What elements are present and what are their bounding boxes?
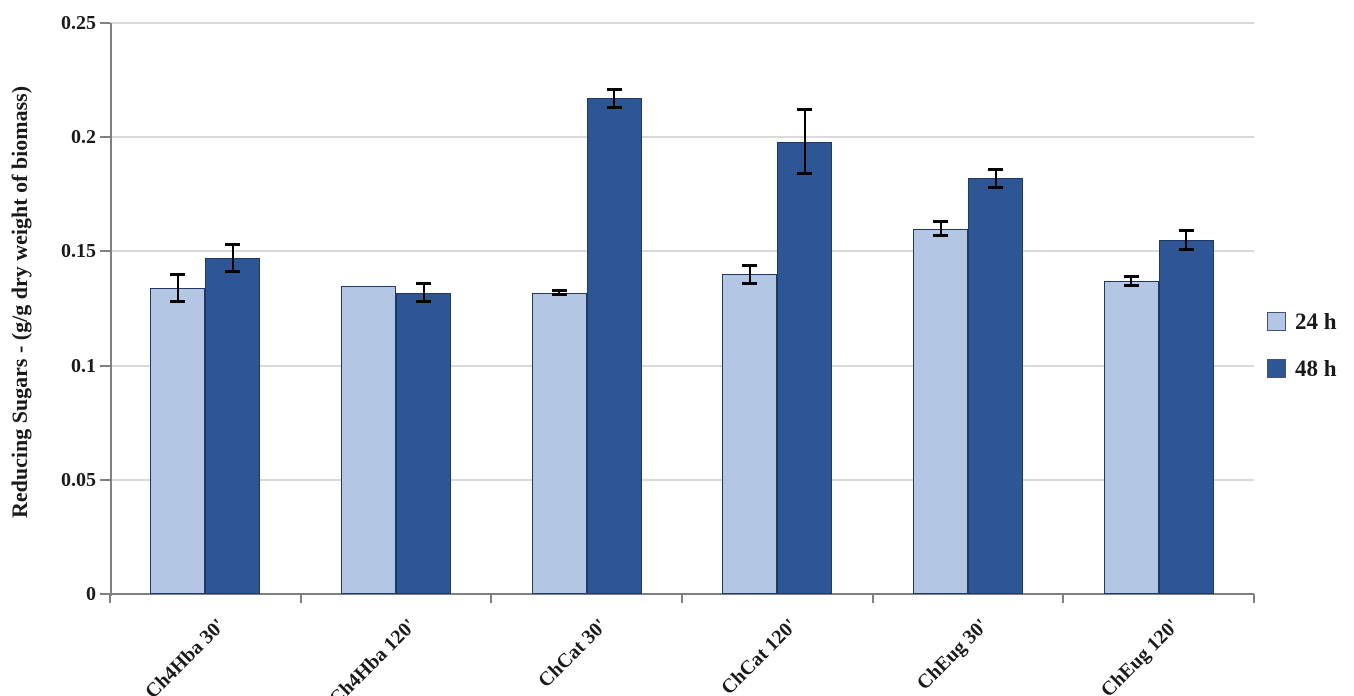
legend-entry-48h: 48 h bbox=[1267, 357, 1337, 380]
x-axis-tick bbox=[1062, 594, 1065, 603]
error-bar-cap-top bbox=[933, 220, 948, 224]
x-axis-tick bbox=[871, 594, 874, 603]
error-bar-line bbox=[994, 169, 997, 188]
error-bar-cap-top bbox=[416, 281, 431, 285]
y-tick-label: 0.2 bbox=[71, 126, 96, 149]
error-bar-cap-top bbox=[1178, 229, 1194, 233]
x-category-label: ChEug 30' bbox=[912, 614, 993, 695]
gridline bbox=[110, 250, 1254, 253]
x-axis-tick bbox=[299, 594, 302, 603]
x-axis-tick bbox=[681, 594, 683, 603]
error-bar-cap-bottom bbox=[933, 233, 948, 237]
y-axis-tick bbox=[100, 478, 110, 481]
error-bar-cap-top bbox=[988, 167, 1003, 171]
x-category-label: ChCat 120' bbox=[717, 614, 802, 696]
error-bar-cap-top bbox=[551, 288, 567, 292]
error-bar-line bbox=[613, 89, 616, 108]
error-bar-cap-top bbox=[742, 263, 758, 267]
gridline bbox=[110, 136, 1254, 139]
error-bar-cap-top bbox=[1123, 275, 1139, 279]
error-bar-cap-bottom bbox=[797, 172, 813, 176]
x-category-label: Ch4Hba 30' bbox=[141, 614, 230, 696]
error-bar-cap-bottom bbox=[551, 293, 567, 297]
error-bar-cap-bottom bbox=[170, 300, 186, 304]
error-bar-cap-top bbox=[606, 87, 622, 91]
bar-48h-5 bbox=[1158, 239, 1214, 594]
bar-48h-0 bbox=[205, 258, 261, 594]
bar-24h-3 bbox=[722, 274, 778, 594]
legend-label-48h: 48 h bbox=[1295, 356, 1337, 381]
x-axis-tick bbox=[490, 594, 493, 603]
bar-48h-3 bbox=[777, 141, 833, 594]
y-tick-label: 0 bbox=[86, 583, 96, 605]
y-tick-label: 0.05 bbox=[61, 468, 96, 491]
y-tick-label: 0.25 bbox=[61, 12, 96, 34]
error-bar-cap-bottom bbox=[988, 185, 1003, 189]
gridline bbox=[110, 22, 1254, 24]
x-category-label: Ch4Hba 120' bbox=[324, 614, 421, 696]
bar-24h-1 bbox=[341, 285, 396, 594]
error-bar-line bbox=[558, 290, 561, 295]
y-axis-line bbox=[110, 23, 112, 596]
error-bar-line bbox=[803, 109, 806, 174]
y-axis-tick bbox=[100, 593, 110, 595]
y-tick-label: 0.15 bbox=[61, 240, 96, 263]
error-bar-line bbox=[176, 274, 179, 302]
error-bar-cap-top bbox=[225, 243, 241, 247]
error-bar-cap-bottom bbox=[742, 281, 758, 285]
x-category-label: ChEug 120' bbox=[1096, 614, 1183, 696]
bar-24h-5 bbox=[1103, 281, 1159, 594]
legend-entry-24h: 24 h bbox=[1267, 310, 1337, 333]
error-bar-cap-bottom bbox=[416, 300, 431, 304]
legend-swatch-48h bbox=[1267, 359, 1286, 378]
error-bar-cap-bottom bbox=[1178, 247, 1194, 251]
gridline bbox=[110, 364, 1254, 367]
x-axis-tick bbox=[109, 594, 111, 603]
bar-48h-4 bbox=[968, 178, 1023, 594]
error-bar-line bbox=[422, 283, 425, 302]
gridline bbox=[110, 478, 1254, 481]
legend-label-24h: 24 h bbox=[1295, 309, 1337, 334]
error-bar-line bbox=[1185, 230, 1188, 250]
error-bar-cap-bottom bbox=[225, 270, 241, 274]
bar-48h-1 bbox=[396, 292, 451, 594]
error-bar-line bbox=[1130, 276, 1133, 286]
y-axis-title: Reducing Sugars - (g/g dry weight of bio… bbox=[7, 85, 32, 519]
error-bar-cap-bottom bbox=[606, 106, 622, 109]
error-bar-line bbox=[231, 244, 234, 272]
x-axis-tick bbox=[1253, 594, 1255, 603]
x-category-label: ChCat 30' bbox=[533, 614, 611, 692]
bar-48h-2 bbox=[586, 98, 642, 594]
error-bar-line bbox=[748, 265, 751, 284]
error-bar-cap-top bbox=[797, 108, 813, 112]
error-bar-cap-bottom bbox=[1123, 284, 1139, 288]
y-axis-tick bbox=[100, 364, 110, 367]
y-axis-tick bbox=[100, 22, 110, 24]
y-tick-label: 0.1 bbox=[71, 354, 96, 377]
error-bar-line bbox=[939, 221, 942, 236]
bar-24h-0 bbox=[150, 287, 206, 594]
legend-swatch-24h bbox=[1267, 312, 1286, 331]
y-axis-tick bbox=[100, 136, 110, 139]
y-axis-tick bbox=[100, 250, 110, 253]
bar-24h-4 bbox=[913, 228, 968, 594]
error-bar-cap-top bbox=[170, 272, 186, 276]
bar-24h-2 bbox=[531, 292, 587, 594]
